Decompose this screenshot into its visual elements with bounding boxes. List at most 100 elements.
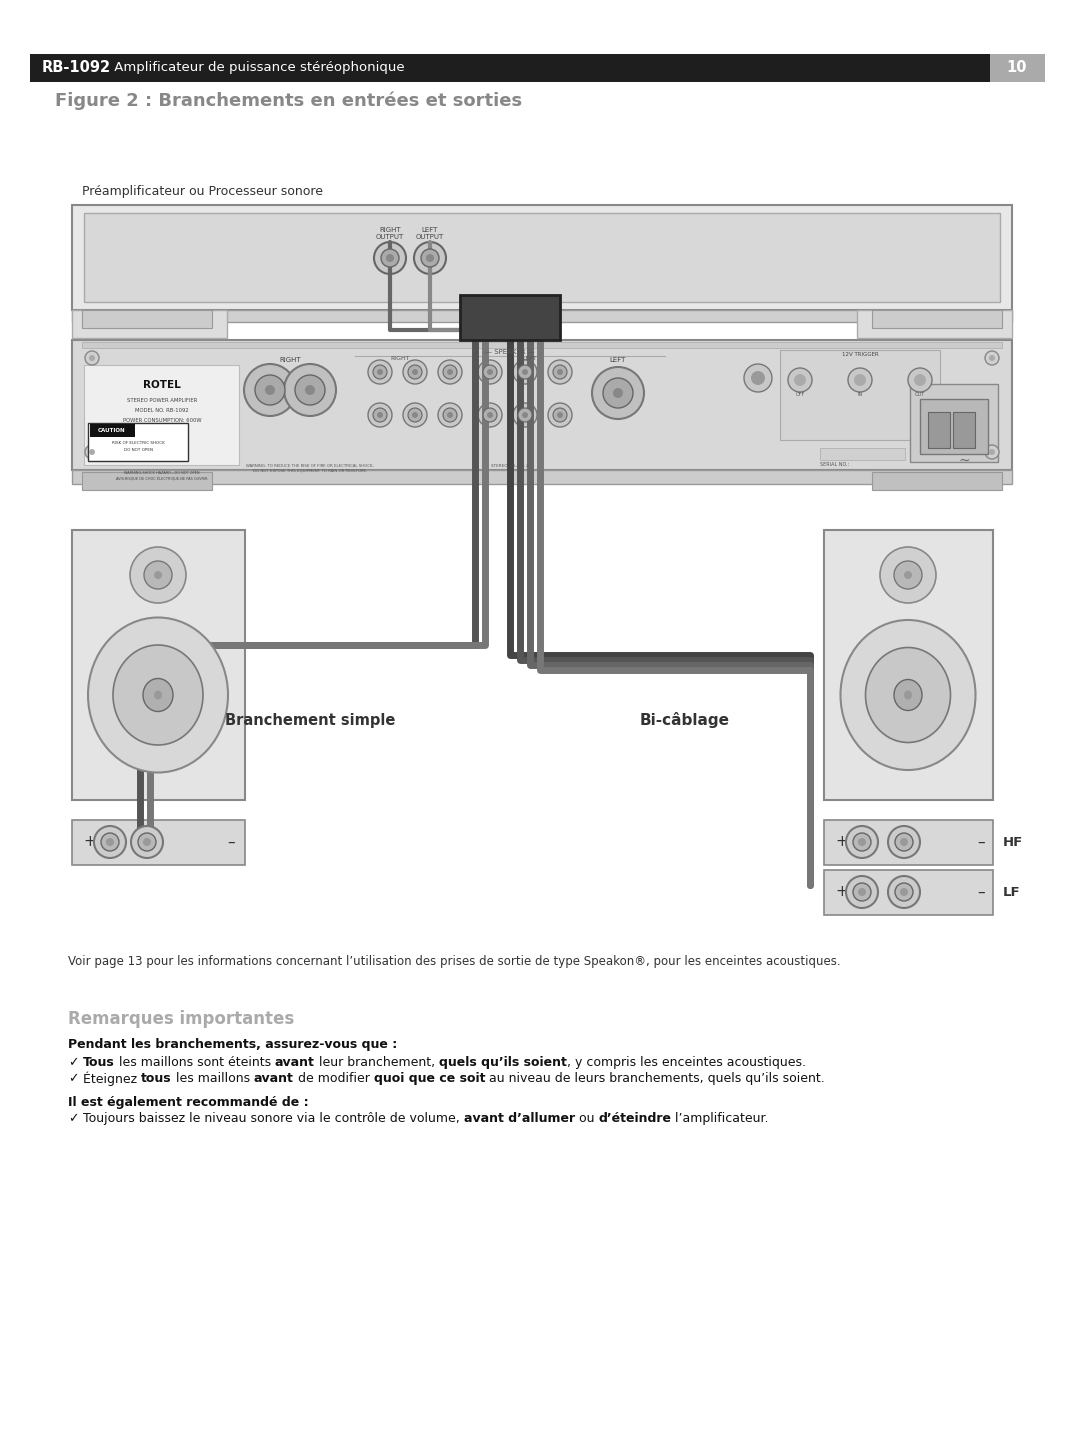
Text: avant: avant	[254, 1071, 294, 1084]
Circle shape	[373, 408, 387, 422]
Circle shape	[414, 242, 446, 274]
Circle shape	[403, 403, 427, 428]
Circle shape	[386, 253, 394, 262]
Circle shape	[94, 827, 126, 858]
Circle shape	[751, 372, 765, 384]
Text: avant d’allumer: avant d’allumer	[463, 1112, 575, 1125]
Circle shape	[408, 364, 422, 379]
Circle shape	[421, 249, 438, 266]
Circle shape	[368, 403, 392, 428]
Bar	[72, 310, 1012, 323]
Circle shape	[895, 883, 913, 901]
Circle shape	[478, 403, 502, 428]
Text: POWER CONSUMPTION: 600W: POWER CONSUMPTION: 600W	[123, 418, 201, 422]
Bar	[824, 530, 993, 801]
Circle shape	[130, 547, 186, 603]
Text: l’amplificateur.: l’amplificateur.	[672, 1112, 769, 1125]
Text: RIGHT
OUTPUT: RIGHT OUTPUT	[376, 228, 404, 240]
Bar	[820, 448, 905, 459]
Bar	[72, 530, 245, 801]
Bar	[72, 819, 245, 865]
Circle shape	[522, 369, 528, 374]
Circle shape	[265, 384, 275, 395]
Text: RISK OF ELECTRIC SHOCK: RISK OF ELECTRIC SHOCK	[111, 441, 164, 445]
Bar	[84, 213, 1000, 302]
Bar	[872, 310, 1002, 328]
Text: Éteignez: Éteignez	[83, 1071, 141, 1087]
Circle shape	[478, 360, 502, 384]
Text: leur branchement,: leur branchement,	[314, 1056, 438, 1068]
Text: quoi que ce soit: quoi que ce soit	[374, 1071, 485, 1084]
Circle shape	[548, 360, 572, 384]
Circle shape	[592, 367, 644, 419]
Circle shape	[557, 369, 563, 374]
Text: OFF: OFF	[795, 393, 805, 397]
Text: 10: 10	[1007, 60, 1027, 75]
Bar	[82, 341, 1002, 348]
Text: Il est également recommandé de :: Il est également recommandé de :	[68, 1096, 309, 1109]
Text: –: –	[227, 835, 234, 850]
Circle shape	[144, 562, 172, 589]
Circle shape	[553, 364, 567, 379]
Circle shape	[557, 412, 563, 418]
Bar	[928, 412, 950, 448]
Circle shape	[483, 408, 497, 422]
Circle shape	[284, 364, 336, 416]
Text: +: +	[83, 835, 96, 850]
Text: HF: HF	[1003, 835, 1023, 848]
Text: Amplificateur de puissance stéréophonique: Amplificateur de puissance stéréophoniqu…	[110, 62, 405, 75]
Text: de modifier: de modifier	[294, 1071, 374, 1084]
Circle shape	[85, 445, 99, 459]
Bar	[953, 412, 975, 448]
Circle shape	[377, 412, 383, 418]
Circle shape	[894, 562, 922, 589]
Ellipse shape	[840, 621, 975, 770]
Ellipse shape	[894, 680, 922, 710]
Circle shape	[411, 369, 418, 374]
Circle shape	[143, 838, 151, 845]
Text: RIGHT: RIGHT	[280, 357, 301, 363]
Circle shape	[908, 369, 932, 392]
Bar	[72, 340, 1012, 469]
Text: LEFT: LEFT	[523, 356, 538, 360]
Text: 12V TRIGGER: 12V TRIGGER	[841, 353, 878, 357]
Bar	[84, 364, 239, 465]
Text: WARNING-SHOCK HAZARD—DO NOT OPEN: WARNING-SHOCK HAZARD—DO NOT OPEN	[124, 471, 200, 475]
Text: tous: tous	[141, 1071, 172, 1084]
Bar	[920, 399, 988, 454]
Text: Bi-câblage: Bi-câblage	[640, 711, 730, 729]
Ellipse shape	[143, 678, 173, 711]
Circle shape	[513, 403, 537, 428]
Circle shape	[989, 449, 995, 455]
Text: LF: LF	[1003, 886, 1021, 899]
Text: DO NOT OPEN: DO NOT OPEN	[123, 448, 152, 452]
Bar	[72, 310, 227, 338]
Circle shape	[408, 408, 422, 422]
Bar	[72, 469, 1012, 484]
Circle shape	[102, 832, 119, 851]
Circle shape	[985, 445, 999, 459]
Text: d’éteindre: d’éteindre	[598, 1112, 672, 1125]
Circle shape	[848, 369, 872, 392]
Bar	[910, 384, 998, 462]
Text: Remarques importantes: Remarques importantes	[68, 1009, 294, 1028]
Circle shape	[853, 883, 870, 901]
Bar	[82, 310, 212, 328]
Text: ✓: ✓	[68, 1112, 79, 1125]
Text: –: –	[977, 884, 985, 900]
Text: LEFT
OUTPUT: LEFT OUTPUT	[416, 228, 444, 240]
Circle shape	[904, 572, 912, 579]
Text: +: +	[836, 835, 849, 850]
Circle shape	[443, 364, 457, 379]
Text: CAUTION: CAUTION	[98, 429, 125, 433]
Bar	[824, 870, 993, 914]
Circle shape	[880, 547, 936, 603]
Circle shape	[244, 364, 296, 416]
Circle shape	[513, 360, 537, 384]
Text: DO NOT EXPOSE THIS EQUIPMENT TO RAIN OR MOISTURE.: DO NOT EXPOSE THIS EQUIPMENT TO RAIN OR …	[253, 469, 367, 472]
Text: STEREO POWER AMPLIFIER: STEREO POWER AMPLIFIER	[126, 397, 198, 403]
Text: quels qu’ils soient: quels qu’ils soient	[438, 1056, 567, 1068]
Circle shape	[900, 838, 908, 845]
Circle shape	[411, 412, 418, 418]
Circle shape	[603, 377, 633, 408]
